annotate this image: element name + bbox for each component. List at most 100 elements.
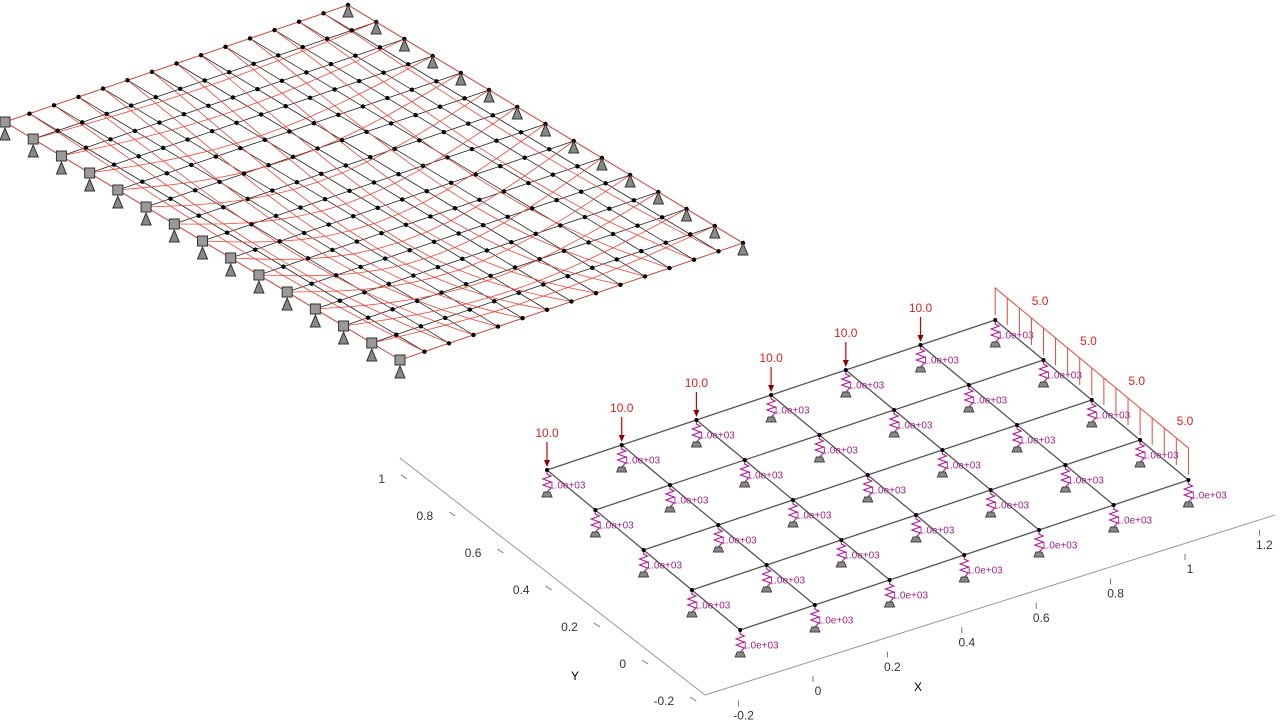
support-block bbox=[394, 354, 406, 366]
spring-base bbox=[813, 456, 826, 463]
load-label: 10.0 bbox=[834, 326, 858, 340]
node bbox=[245, 196, 250, 202]
deformed-line bbox=[146, 89, 490, 208]
node bbox=[544, 307, 550, 313]
node bbox=[565, 273, 570, 279]
node bbox=[279, 78, 285, 83]
deformed-line bbox=[33, 21, 377, 140]
node bbox=[368, 154, 373, 160]
node bbox=[206, 103, 211, 109]
y-tick bbox=[448, 511, 456, 517]
node bbox=[424, 188, 429, 194]
node bbox=[659, 215, 665, 220]
node bbox=[452, 205, 458, 211]
node bbox=[83, 145, 89, 150]
spring bbox=[984, 490, 997, 513]
spring-base bbox=[835, 561, 848, 568]
x-tick-label: 0.6 bbox=[1033, 611, 1050, 625]
spring-label: 1.0e+03 bbox=[720, 536, 757, 547]
node bbox=[202, 78, 207, 83]
support-cone bbox=[140, 211, 152, 226]
node bbox=[545, 468, 549, 472]
node bbox=[603, 181, 608, 186]
load-label: 10.0 bbox=[685, 376, 709, 390]
node bbox=[558, 223, 563, 228]
spring-label: 1.0e+03 bbox=[892, 591, 929, 602]
deformed-line bbox=[343, 208, 687, 327]
spring bbox=[835, 540, 848, 563]
node bbox=[484, 248, 490, 253]
x-tick-label: 1.2 bbox=[1256, 538, 1273, 552]
node bbox=[333, 273, 339, 278]
node bbox=[533, 231, 539, 236]
node bbox=[255, 86, 260, 92]
node bbox=[586, 240, 591, 245]
spring-label: 1.0e+03 bbox=[923, 356, 960, 367]
spring-base bbox=[1107, 526, 1120, 533]
spring bbox=[1086, 400, 1098, 423]
spring-base bbox=[989, 341, 1001, 348]
spring-label: 1.0e+03 bbox=[896, 421, 933, 432]
node bbox=[642, 274, 648, 279]
spring bbox=[686, 590, 698, 613]
support-cone bbox=[168, 228, 181, 243]
spring-base bbox=[664, 506, 676, 513]
spring bbox=[813, 435, 826, 458]
spring-label: 1.0e+03 bbox=[698, 431, 735, 442]
node bbox=[518, 130, 524, 135]
node bbox=[281, 264, 286, 269]
node bbox=[276, 53, 281, 58]
spring bbox=[690, 420, 703, 443]
node bbox=[230, 95, 236, 100]
y-tick-label: 0 bbox=[619, 657, 626, 671]
node bbox=[473, 172, 478, 177]
y-tick bbox=[641, 659, 649, 665]
node bbox=[227, 69, 232, 75]
spring bbox=[936, 450, 949, 473]
node bbox=[251, 61, 256, 66]
node bbox=[234, 120, 239, 126]
y-tick-label: -0.2 bbox=[654, 694, 675, 708]
spring-label: 1.0e+03 bbox=[821, 446, 858, 457]
spring-base bbox=[686, 611, 698, 618]
node bbox=[302, 230, 307, 236]
spring-base bbox=[765, 416, 777, 423]
node bbox=[371, 180, 377, 185]
support-block bbox=[338, 320, 350, 332]
node bbox=[418, 324, 423, 329]
node bbox=[270, 188, 275, 193]
node bbox=[377, 45, 383, 50]
node bbox=[249, 222, 254, 227]
node bbox=[688, 232, 693, 237]
node bbox=[283, 103, 288, 109]
y-tick-label: 0.6 bbox=[465, 546, 482, 560]
node bbox=[309, 281, 314, 286]
node bbox=[914, 513, 918, 517]
y-tick-label: 0.2 bbox=[561, 620, 578, 634]
node bbox=[287, 129, 292, 134]
node bbox=[456, 231, 461, 236]
load-label: 5.0 bbox=[1128, 374, 1145, 388]
node bbox=[351, 214, 356, 219]
spring-base bbox=[1037, 381, 1050, 388]
node bbox=[80, 120, 85, 125]
support-cone bbox=[224, 262, 237, 277]
support-cone bbox=[737, 241, 749, 256]
node bbox=[541, 282, 546, 287]
support-cone bbox=[281, 296, 293, 311]
support-cone bbox=[483, 88, 495, 103]
node bbox=[336, 112, 341, 117]
deformed-line bbox=[371, 225, 715, 344]
node bbox=[1186, 478, 1191, 482]
node bbox=[104, 111, 109, 117]
spring-base bbox=[1059, 486, 1072, 493]
node bbox=[892, 408, 897, 412]
node bbox=[181, 112, 187, 117]
node bbox=[441, 129, 446, 135]
deformed-line bbox=[174, 106, 518, 225]
y-tick bbox=[497, 548, 504, 554]
spring bbox=[840, 370, 852, 393]
spring-base bbox=[914, 366, 927, 373]
node bbox=[547, 147, 552, 152]
support-cone bbox=[27, 143, 39, 158]
